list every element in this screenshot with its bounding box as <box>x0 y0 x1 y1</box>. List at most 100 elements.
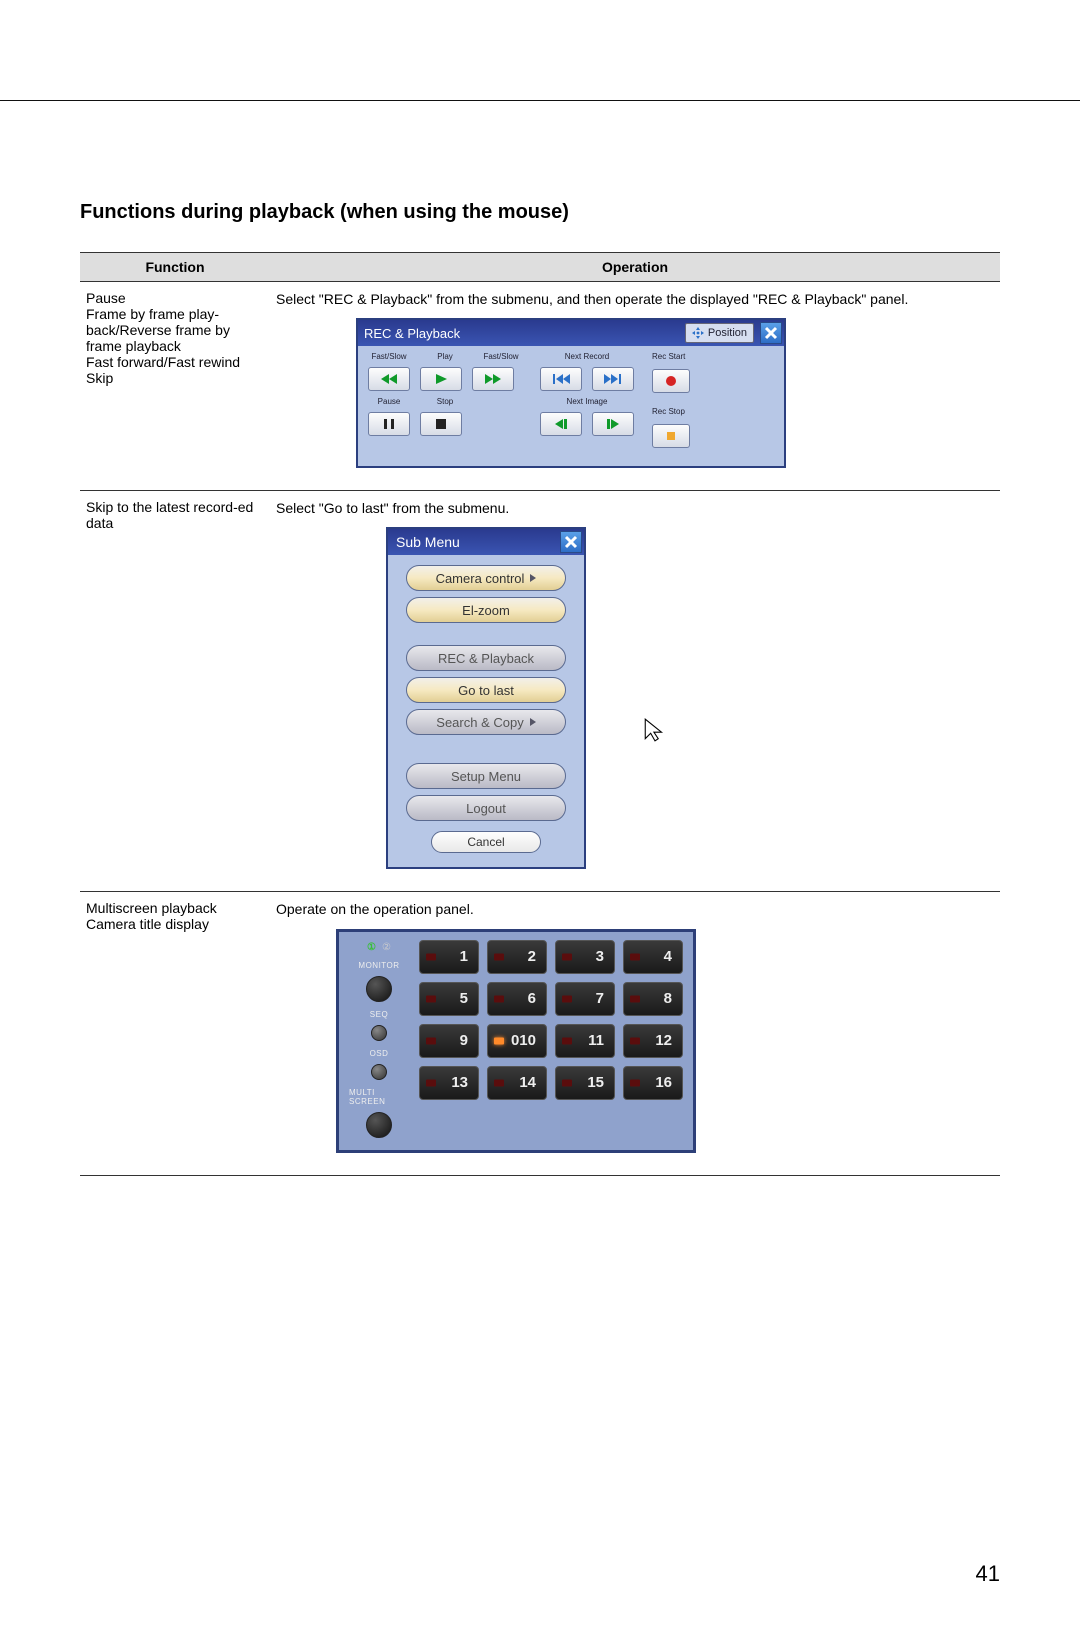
keypad-key-11[interactable]: 11 <box>555 1024 615 1058</box>
key-number: 12 <box>655 1032 672 1049</box>
key-number: 16 <box>655 1074 672 1091</box>
col-operation: Operation <box>270 253 1000 282</box>
function-cell: Multiscreen playback Camera title displa… <box>80 892 270 1175</box>
position-label: Position <box>708 327 747 339</box>
keypad-key-9[interactable]: 9 <box>419 1024 479 1058</box>
menu-setup[interactable]: Setup Menu <box>406 763 566 789</box>
skip-prev-button[interactable] <box>540 367 582 391</box>
key-number: 1 <box>460 948 468 965</box>
table-row: Multiscreen playback Camera title displa… <box>80 892 1000 1175</box>
btn-row-4 <box>540 412 634 436</box>
function-cell: Pause Frame by frame play-back/Reverse f… <box>80 282 270 491</box>
indicator-icon <box>426 1079 436 1086</box>
indicator-icon <box>426 1037 436 1044</box>
functions-table: Function Operation Pause Frame by frame … <box>80 252 1000 1176</box>
indicator-icon <box>630 1079 640 1086</box>
operation-cell: Operate on the operation panel. ①② MONIT… <box>270 892 1000 1175</box>
indicator-icon <box>630 995 640 1002</box>
keypad-key-4[interactable]: 4 <box>623 940 683 974</box>
panel-titlebar: REC & Playback Position <box>358 320 784 346</box>
menu-label: El-zoom <box>462 603 510 618</box>
table-row: Skip to the latest record-ed data Select… <box>80 491 1000 892</box>
keypad-key-2[interactable]: 2 <box>487 940 547 974</box>
lbl-monitor: MONITOR <box>358 961 399 970</box>
keypad-key-6[interactable]: 6 <box>487 982 547 1016</box>
lbl-multiscreen: MULTI SCREEN <box>349 1088 409 1106</box>
menu-label: REC & Playback <box>438 651 534 666</box>
indicator-icon <box>494 995 504 1002</box>
fastfwd-button[interactable] <box>472 367 514 391</box>
menu-label: Logout <box>466 801 506 816</box>
function-text: Skip to the latest record-ed data <box>86 499 253 531</box>
menu-logout[interactable]: Logout <box>406 795 566 821</box>
keypad-key-15[interactable]: 15 <box>555 1066 615 1100</box>
keypad-key-13[interactable]: 13 <box>419 1066 479 1100</box>
lbl-pause: Pause <box>368 397 410 406</box>
keypad-key-8[interactable]: 8 <box>623 982 683 1016</box>
skip-col: Next Record Next Image <box>540 352 634 456</box>
function-text: Multiscreen playback Camera title displa… <box>86 900 217 932</box>
indicator-icon <box>494 1079 504 1086</box>
frame-prev-button[interactable] <box>540 412 582 436</box>
rec-col: Rec Start Rec Stop <box>652 352 690 456</box>
pause-button[interactable] <box>368 412 410 436</box>
keypad-key-12[interactable]: 12 <box>623 1024 683 1058</box>
key-number: 13 <box>451 1074 468 1091</box>
chevron-right-icon <box>530 718 536 726</box>
key-number: 4 <box>664 948 672 965</box>
keypad-key-010[interactable]: 010 <box>487 1024 547 1058</box>
key-number: 15 <box>587 1074 604 1091</box>
menu-el-zoom[interactable]: El-zoom <box>406 597 566 623</box>
rec-start-button[interactable] <box>652 369 690 393</box>
submenu-panel: Sub Menu Camera control El-zoom REC & Pl… <box>386 527 586 869</box>
indicator-icons: ①② <box>367 942 391 953</box>
keypad-key-14[interactable]: 14 <box>487 1066 547 1100</box>
keypad-key-1[interactable]: 1 <box>419 940 479 974</box>
row-labels: Fast/Slow Play Fast/Slow <box>368 352 522 361</box>
seq-button[interactable] <box>371 1025 387 1041</box>
menu-go-to-last[interactable]: Go to last <box>406 677 566 703</box>
operation-keypad: ①② MONITOR SEQ OSD MULTI SCREEN 12345678… <box>336 929 696 1153</box>
menu-search-copy[interactable]: Search & Copy <box>406 709 566 735</box>
keypad-key-7[interactable]: 7 <box>555 982 615 1016</box>
stop-button[interactable] <box>420 412 462 436</box>
menu-label: Go to last <box>458 683 514 698</box>
operation-text: Operate on the operation panel. <box>276 900 994 918</box>
rewind-button[interactable] <box>368 367 410 391</box>
rec-playback-panel: REC & Playback Position <box>356 318 786 468</box>
menu-camera-control[interactable]: Camera control <box>406 565 566 591</box>
menu-label: Search & Copy <box>436 715 523 730</box>
key-number: 11 <box>588 1032 604 1049</box>
keypad-key-16[interactable]: 16 <box>623 1066 683 1100</box>
skip-next-button[interactable] <box>592 367 634 391</box>
keypad-key-5[interactable]: 5 <box>419 982 479 1016</box>
lbl-osd: OSD <box>370 1049 389 1058</box>
rec-stop-button[interactable] <box>652 424 690 448</box>
indicator-icon <box>426 995 436 1002</box>
keypad-key-3[interactable]: 3 <box>555 940 615 974</box>
position-button[interactable]: Position <box>685 323 754 343</box>
monitor-button[interactable] <box>366 976 392 1002</box>
indicator-icon <box>494 953 504 960</box>
lbl-rec-start: Rec Start <box>652 352 690 361</box>
osd-button[interactable] <box>371 1064 387 1080</box>
indicator-icon <box>562 995 572 1002</box>
table-row: Pause Frame by frame play-back/Reverse f… <box>80 282 1000 491</box>
function-text: Pause Frame by frame play-back/Reverse f… <box>86 290 240 386</box>
lbl-stop: Stop <box>424 397 466 406</box>
indicator-icon <box>562 1037 572 1044</box>
close-icon[interactable] <box>760 322 782 344</box>
close-icon[interactable] <box>560 531 582 553</box>
row-labels-4: Next Image <box>540 397 634 406</box>
play-button[interactable] <box>420 367 462 391</box>
multiscreen-button[interactable] <box>366 1112 392 1138</box>
keypad-left: ①② MONITOR SEQ OSD MULTI SCREEN <box>349 940 409 1138</box>
menu-label: Cancel <box>467 835 504 849</box>
frame-next-button[interactable] <box>592 412 634 436</box>
chevron-right-icon <box>530 574 536 582</box>
key-number: 6 <box>528 990 536 1007</box>
menu-cancel[interactable]: Cancel <box>431 831 541 853</box>
btn-row-3 <box>540 367 634 391</box>
page-title: Functions during playback (when using th… <box>80 201 1000 224</box>
menu-rec-playback[interactable]: REC & Playback <box>406 645 566 671</box>
